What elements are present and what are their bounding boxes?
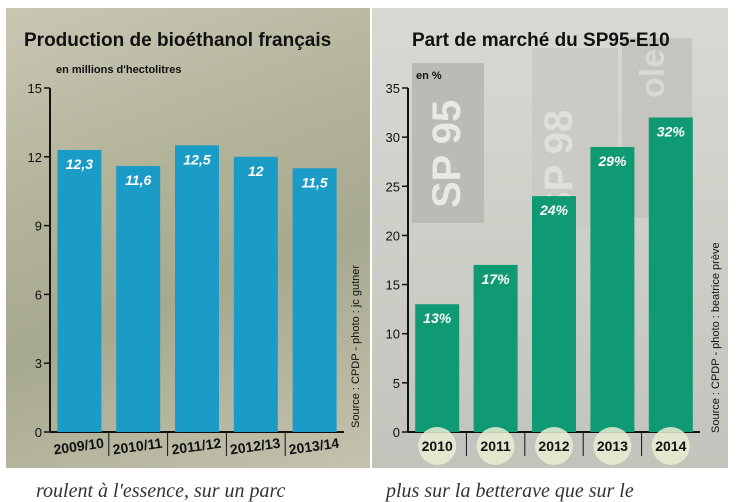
market-share-value-label: 24% bbox=[539, 202, 569, 218]
market-share-chart-panel: SP 95 SP 98 ole Part de marché du SP95-E… bbox=[372, 8, 728, 468]
market-share-y-tick-label: 15 bbox=[386, 278, 400, 293]
market-share-category-label: 2010 bbox=[422, 438, 453, 454]
market-share-y-tick-label: 20 bbox=[386, 228, 400, 243]
production-y-tick-label: 0 bbox=[35, 425, 42, 440]
market-share-category-badge bbox=[535, 427, 573, 465]
production-value-label: 11,5 bbox=[301, 174, 327, 190]
market-share-category-badge bbox=[651, 427, 690, 465]
production-y-tick-label: 9 bbox=[35, 219, 42, 234]
market-share-category-badge bbox=[476, 427, 515, 465]
market-share-category-label: 2012 bbox=[538, 438, 569, 454]
market-share-bar bbox=[532, 196, 576, 432]
market-share-value-label: 32% bbox=[657, 123, 686, 139]
production-category-label: 2010/11 bbox=[112, 435, 164, 458]
article-text-strip: roulent à l'essence, sur un parc plus su… bbox=[0, 470, 747, 502]
sp95-sign-panel bbox=[412, 63, 484, 223]
production-bar bbox=[175, 145, 219, 433]
market-share-unit-label: en % bbox=[416, 70, 442, 82]
production-category-label: 2011/12 bbox=[171, 435, 223, 458]
production-bar-chart: 0 3 6 9 12 15 12,3 2009/10 11,6 2010/11 12,5 2011/1… bbox=[28, 81, 344, 458]
production-value-label: 11,6 bbox=[125, 172, 151, 188]
market-share-chart-title: Part de marché du SP95-E10 bbox=[412, 30, 670, 51]
production-chart-title: Production de bioéthanol français bbox=[24, 30, 332, 51]
production-unit-label: en millions d'hectolitres bbox=[56, 64, 182, 76]
market-share-bar bbox=[590, 146, 635, 432]
production-bar bbox=[116, 165, 161, 432]
production-category-label: 2012/13 bbox=[229, 435, 282, 458]
production-bar bbox=[292, 168, 337, 432]
market-share-category-badge bbox=[418, 427, 457, 465]
production-value-label: 12,3 bbox=[66, 156, 93, 172]
production-value-label: 12 bbox=[248, 163, 264, 179]
market-share-y-tick-label: 30 bbox=[386, 130, 400, 145]
production-y-tick-label: 3 bbox=[35, 356, 42, 371]
market-share-category-label: 2011 bbox=[480, 438, 511, 454]
production-y-tick-label: 6 bbox=[35, 287, 42, 302]
market-share-bar bbox=[415, 304, 460, 432]
brand-sign-text: ole bbox=[634, 49, 672, 98]
production-category-label: 2009/10 bbox=[53, 435, 106, 458]
production-y-tick-label: 12 bbox=[28, 150, 42, 165]
production-category-label: 2013/14 bbox=[288, 435, 341, 458]
market-share-category-label: 2014 bbox=[655, 438, 686, 454]
production-bar bbox=[233, 156, 278, 433]
market-share-y-tick-label: 25 bbox=[386, 179, 400, 194]
article-text-right: plus sur la betterave que sur le bbox=[386, 480, 634, 502]
production-bar bbox=[57, 149, 102, 433]
production-y-tick-label: 15 bbox=[28, 81, 42, 96]
production-source-credit: Source : CPDP - photo : jc gutner bbox=[350, 264, 362, 428]
market-share-bar-chart: 0 5 10 15 20 25 30 35 13% 2010 17% 2011 24% 2012 29% 20… bbox=[386, 81, 700, 465]
market-share-y-tick-label: 0 bbox=[393, 425, 400, 440]
market-share-value-label: 13% bbox=[423, 310, 452, 326]
market-share-category-badge bbox=[593, 427, 632, 465]
market-share-y-tick-label: 35 bbox=[386, 81, 400, 96]
production-chart-panel: Production de bioéthanol français en mil… bbox=[6, 8, 370, 468]
production-value-label: 12,5 bbox=[183, 151, 210, 167]
article-text-left: roulent à l'essence, sur un parc bbox=[36, 480, 286, 502]
market-share-y-tick-label: 5 bbox=[393, 376, 400, 391]
market-share-category-label: 2013 bbox=[597, 438, 628, 454]
sp95-sign-text: SP 95 bbox=[425, 100, 469, 208]
market-share-y-tick-label: 10 bbox=[386, 327, 400, 342]
market-share-source-credit: Source : CPDP - photo : beatrice prève bbox=[710, 242, 722, 433]
market-share-bar bbox=[473, 264, 518, 432]
market-share-bar bbox=[648, 117, 693, 432]
market-share-value-label: 17% bbox=[482, 271, 511, 287]
market-share-value-label: 29% bbox=[597, 153, 627, 169]
